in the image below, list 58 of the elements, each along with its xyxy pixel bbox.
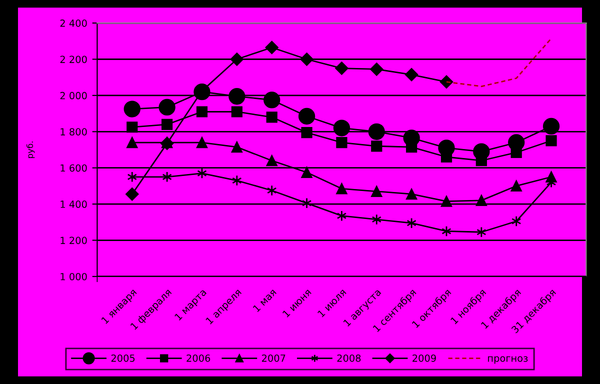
y-tick-label: 1 000 [60, 272, 87, 280]
point [196, 106, 208, 118]
point [440, 75, 454, 88]
legend-label: 2008 [337, 354, 361, 362]
point [336, 183, 348, 194]
point [368, 123, 385, 140]
point [371, 140, 382, 152]
point [124, 100, 140, 118]
point [406, 188, 418, 200]
point [231, 141, 242, 153]
y-tick-label: 1 400 [60, 200, 87, 208]
legend-label: 2006 [186, 354, 210, 362]
point [162, 171, 172, 182]
point [162, 118, 173, 130]
point [335, 62, 348, 75]
y-tick-label: 1 800 [60, 128, 87, 136]
point [265, 40, 278, 54]
point [371, 186, 382, 197]
point [232, 174, 242, 186]
point [266, 184, 277, 196]
point [336, 136, 348, 148]
legend-label: прогноз [488, 356, 528, 364]
x-tick-label: 1 мая [252, 288, 277, 312]
point [196, 136, 208, 148]
point [126, 122, 138, 133]
y-tick-label: 2 200 [60, 56, 87, 64]
point [126, 136, 138, 148]
point [230, 52, 244, 66]
point [476, 194, 487, 206]
y-tick-label: 1 600 [60, 164, 87, 172]
point [300, 52, 314, 66]
point [542, 118, 560, 135]
point [298, 108, 316, 125]
point [370, 62, 384, 76]
point [228, 88, 246, 105]
point [126, 188, 139, 201]
point [333, 120, 350, 136]
point [546, 135, 557, 146]
point [266, 112, 278, 123]
y-tick-label: 1 200 [60, 236, 87, 244]
point [127, 171, 138, 182]
point [266, 155, 278, 166]
point [372, 214, 382, 226]
point [158, 98, 176, 116]
y-axis-title: руб. [26, 142, 35, 158]
y-tick-label: 2 400 [60, 20, 87, 27]
point [510, 180, 522, 192]
point [406, 218, 416, 229]
point [404, 68, 418, 82]
point [440, 196, 452, 207]
point [231, 106, 242, 118]
point [301, 166, 312, 178]
y-tick-label: 2 000 [60, 92, 87, 100]
legend-label: 2007 [262, 354, 286, 362]
legend-label: 2005 [111, 354, 135, 362]
point [264, 92, 280, 108]
point [301, 127, 312, 138]
legend-label: 2009 [412, 354, 436, 362]
